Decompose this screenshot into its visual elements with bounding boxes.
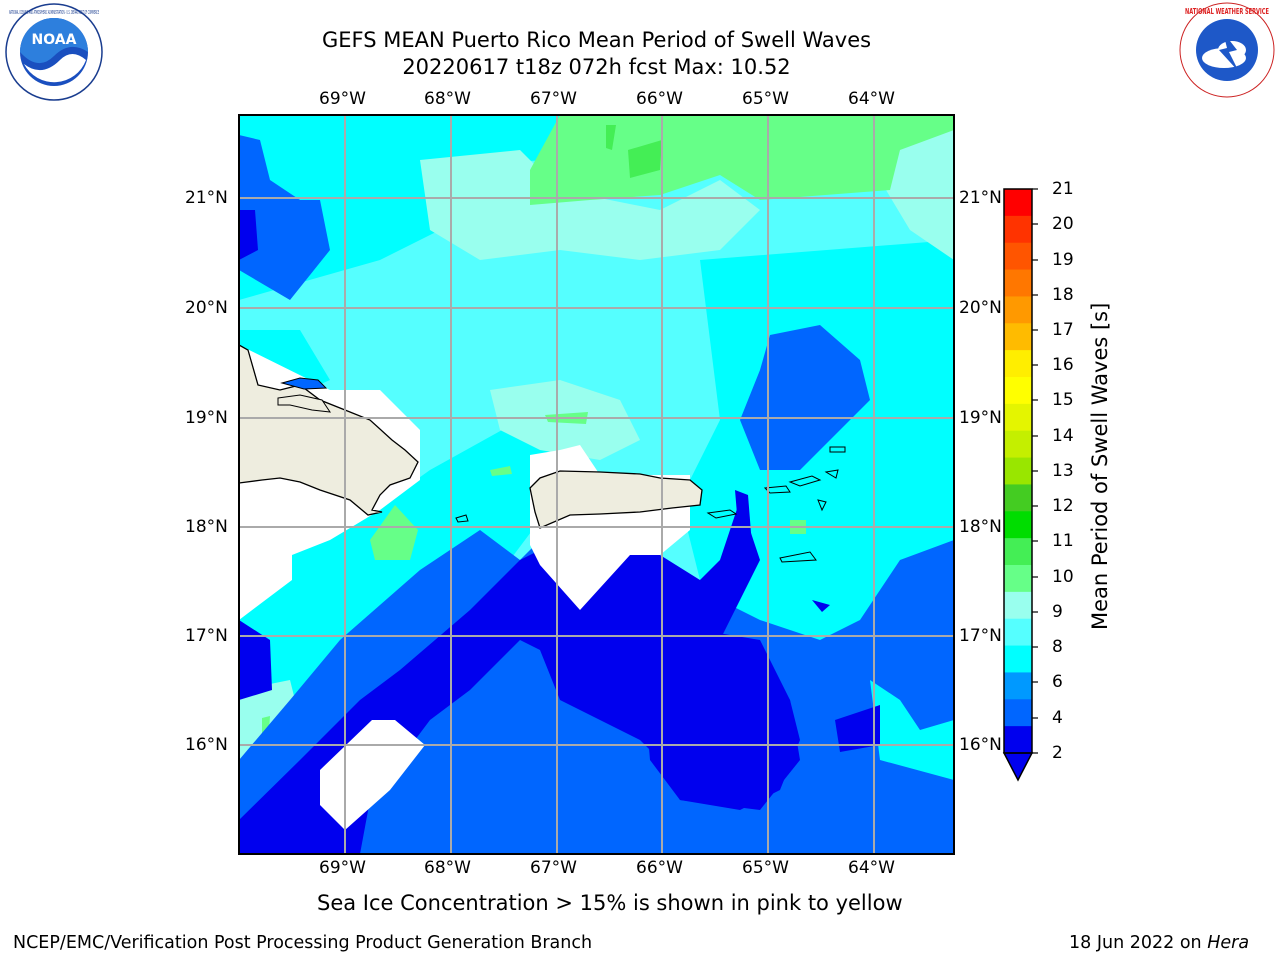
colorbar-segment	[1004, 484, 1032, 512]
colorbar-tick-label: 12	[1052, 496, 1074, 516]
lon-label-top-65w: 65°W	[742, 89, 789, 109]
colorbar-tick-label: 20	[1052, 214, 1074, 234]
lon-label-bottom-69w: 69°W	[319, 858, 366, 878]
caption: Sea Ice Concentration > 15% is shown in …	[317, 891, 903, 915]
lon-label-bottom-65w: 65°W	[742, 858, 789, 878]
colorbar-tick-label: 2	[1052, 743, 1063, 763]
colorbar-segment	[1004, 672, 1032, 700]
colorbar-tick-label: 6	[1052, 672, 1063, 692]
colorbar-segment	[1004, 699, 1032, 727]
svg-text:NOAA: NOAA	[32, 32, 77, 48]
lat-label-left-17n: 17°N	[185, 626, 228, 646]
colorbar-tick-label: 15	[1052, 390, 1074, 410]
lat-label-left-16n: 16°N	[185, 735, 228, 755]
colorbar-tick-label: 9	[1052, 602, 1063, 622]
footer-date-text: 18 Jun 2022 on	[1069, 933, 1208, 953]
colorbar-tick-label: 13	[1052, 461, 1074, 481]
colorbar-segment	[1004, 591, 1032, 620]
lon-label-bottom-67w: 67°W	[530, 858, 577, 878]
colorbar-segment	[1004, 242, 1032, 271]
colorbar-segment	[1004, 726, 1032, 754]
lat-label-left-19n: 19°N	[185, 408, 228, 428]
colorbar-segment	[1004, 269, 1032, 297]
lon-label-top-66w: 66°W	[636, 89, 683, 109]
colorbar-segment	[1004, 511, 1032, 539]
colorbar-tick-label: 4	[1052, 708, 1063, 728]
lat-label-right-20n: 20°N	[959, 298, 1002, 318]
colorbar-segment	[1004, 457, 1032, 485]
lat-label-right-19n: 19°N	[959, 408, 1002, 428]
svg-text:NATIONAL WEATHER SERVICE: NATIONAL WEATHER SERVICE	[1185, 7, 1269, 16]
colorbar-segment	[1004, 618, 1032, 647]
colorbar	[1002, 188, 1038, 782]
lon-label-top-64w: 64°W	[848, 89, 895, 109]
contour-field	[239, 115, 954, 854]
footer-machine: Hera	[1207, 933, 1250, 953]
colorbar-tick-label: 11	[1052, 531, 1074, 551]
colorbar-segment	[1004, 350, 1032, 378]
colorbar-segment	[1004, 565, 1032, 593]
colorbar-tick-label: 10	[1052, 567, 1074, 587]
colorbar-tick-label: 19	[1052, 250, 1074, 270]
colorbar-title: Mean Period of Swell Waves [s]	[1088, 302, 1112, 630]
colorbar-tick-label: 17	[1052, 320, 1074, 340]
colorbar-tick-label: 21	[1052, 179, 1074, 199]
colorbar-tick-label: 18	[1052, 285, 1074, 305]
nws-logo: NATIONAL WEATHER SERVICE	[1177, 0, 1277, 100]
lat-label-left-20n: 20°N	[185, 298, 228, 318]
colorbar-segment	[1004, 296, 1032, 324]
lat-label-left-21n: 21°N	[185, 188, 228, 208]
lat-label-right-17n: 17°N	[959, 626, 1002, 646]
lat-label-right-21n: 21°N	[959, 188, 1002, 208]
colorbar-extend-arrow	[1002, 752, 1034, 782]
colorbar-segment	[1004, 377, 1032, 405]
map-title: GEFS MEAN Puerto Rico Mean Period of Swe…	[321, 28, 872, 52]
map-frame	[238, 114, 955, 855]
lon-label-bottom-68w: 68°W	[424, 858, 471, 878]
svg-text:NATIONAL OCEANIC AND ATMOSPHER: NATIONAL OCEANIC AND ATMOSPHERIC ADMINIS…	[9, 10, 99, 16]
colorbar-segment	[1004, 215, 1032, 244]
lat-label-right-16n: 16°N	[959, 735, 1002, 755]
colorbar-tick-label: 16	[1052, 355, 1074, 375]
lon-label-bottom-64w: 64°W	[848, 858, 895, 878]
colorbar-segment	[1004, 189, 1032, 217]
lon-label-bottom-66w: 66°W	[636, 858, 683, 878]
colorbar-segment	[1004, 538, 1032, 566]
colorbar-tick-label: 8	[1052, 637, 1063, 657]
colorbar-segment	[1004, 403, 1032, 432]
lon-label-top-69w: 69°W	[319, 89, 366, 109]
colorbar-segment	[1004, 645, 1032, 673]
lat-label-right-18n: 18°N	[959, 517, 1002, 537]
colorbar-segment	[1004, 323, 1032, 351]
lon-label-top-68w: 68°W	[424, 89, 471, 109]
lat-label-left-18n: 18°N	[185, 517, 228, 537]
footer-branch: NCEP/EMC/Verification Post Processing Pr…	[13, 933, 593, 953]
colorbar-tick-label: 14	[1052, 426, 1074, 446]
colorbar-segment	[1004, 430, 1032, 459]
map-subtitle: 20220617 t18z 072h fcst Max: 10.52	[402, 55, 791, 79]
footer-date: 18 Jun 2022 on Hera	[1069, 933, 1249, 953]
noaa-logo: NOAA NATIONAL OCEANIC AND ATMOSPHERIC AD…	[4, 2, 104, 102]
lon-label-top-67w: 67°W	[530, 89, 577, 109]
